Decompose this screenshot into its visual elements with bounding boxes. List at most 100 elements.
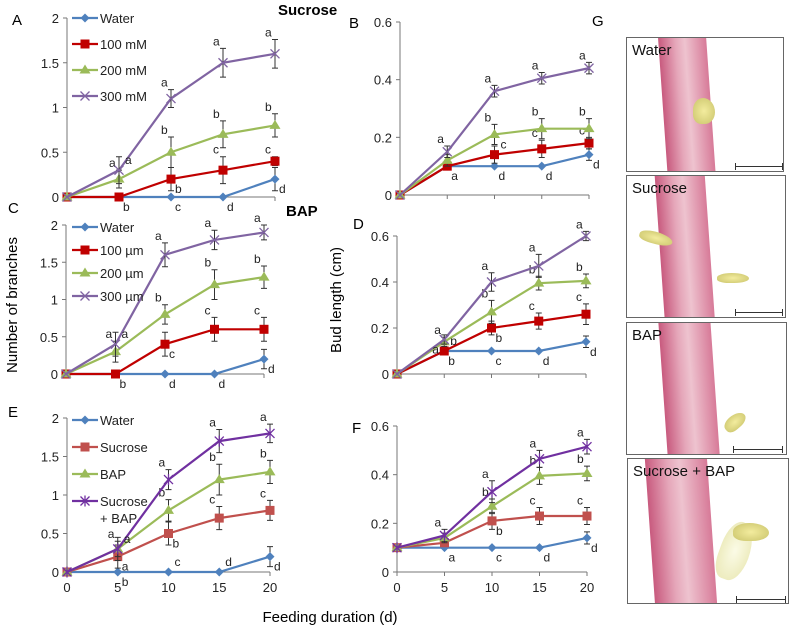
triangle-marker [269, 119, 281, 129]
x-tick-label: 10 [161, 580, 175, 595]
significance-letter: a [482, 259, 489, 273]
x-marker [489, 86, 500, 97]
bud-image [721, 408, 749, 436]
y-tick-label: 0.5 [41, 145, 59, 160]
significance-letter: a [437, 132, 444, 146]
square-marker [487, 516, 497, 526]
significance-letter: c [532, 126, 538, 140]
square-marker [581, 309, 591, 319]
star-marker [62, 566, 72, 578]
x-marker [439, 334, 450, 345]
x-marker [209, 234, 220, 245]
diamond-marker [259, 354, 269, 364]
square-marker [218, 165, 228, 175]
y-tick-label: 1 [52, 488, 59, 503]
x-tick-label: 20 [263, 580, 277, 595]
bud-image [717, 273, 749, 283]
legend-label: BAP [100, 467, 126, 482]
y-tick-label: 0.4 [371, 468, 389, 483]
y-tick-label: 1 [52, 101, 59, 116]
legend-item: 100 µm [72, 243, 144, 258]
legend-item: BAP [72, 467, 126, 482]
significance-letter: b [530, 453, 537, 467]
diamond-marker [487, 346, 496, 356]
star-marker [392, 542, 402, 554]
square-marker [80, 39, 90, 49]
y-tick-label: 1.5 [41, 450, 59, 465]
square-marker [80, 442, 90, 452]
square-marker [535, 511, 544, 521]
y-tick-label: 2 [52, 411, 59, 426]
x-marker [80, 91, 90, 101]
triangle-marker [163, 504, 174, 514]
y-tick-label: 0 [52, 565, 59, 580]
series-300-mm: a a a a [395, 48, 594, 200]
triangle-marker [583, 123, 595, 133]
significance-letter: c [496, 354, 502, 368]
star-marker [534, 453, 545, 465]
scale-bar [735, 309, 783, 316]
legend-label: 100 µm [100, 243, 144, 258]
square-marker [259, 324, 269, 334]
y-tick-label: 0.4 [374, 73, 392, 88]
y-axis-label-branches: Number of branches [4, 237, 21, 373]
significance-letter: b [120, 377, 127, 391]
bud-image [733, 523, 769, 541]
significance-letter: c [209, 493, 215, 507]
significance-letter: d [591, 541, 598, 555]
diamond-marker [80, 222, 90, 232]
significance-letter: c [529, 299, 535, 313]
series-bap: a b b b [61, 446, 276, 576]
star-marker [439, 530, 450, 541]
square-marker [487, 323, 496, 333]
y-tick-label: 0.2 [371, 321, 389, 336]
significance-letter: d [499, 169, 506, 183]
significance-letter: b [209, 450, 216, 464]
legend-item: Sucrose [72, 440, 148, 455]
x-tick-label: 0 [63, 580, 70, 595]
panel-label: F [352, 420, 361, 437]
square-marker [582, 511, 592, 521]
y-tick-label: 0 [382, 565, 389, 580]
panel-label: A [12, 12, 22, 29]
x-tick-label: 0 [393, 580, 400, 595]
x-marker [110, 339, 121, 350]
significance-letter: b [532, 105, 539, 119]
diamond-marker [581, 337, 591, 347]
significance-letter: a [532, 58, 539, 72]
significance-letter: a [254, 211, 261, 225]
y-tick-label: 0.5 [41, 527, 59, 542]
diamond-marker [490, 161, 499, 171]
diamond-marker [535, 543, 544, 553]
significance-letter: d [543, 354, 550, 368]
photo-water: Water [626, 37, 784, 172]
x-marker [218, 57, 228, 68]
x-marker [533, 260, 544, 271]
significance-letter: a [106, 327, 113, 341]
significance-letter: c [265, 143, 271, 157]
panel-label-g: G [592, 13, 604, 30]
series-line [65, 276, 265, 376]
significance-letter: a [449, 551, 456, 565]
significance-letter: b [155, 291, 162, 305]
x-tick-label: 5 [441, 580, 448, 595]
x-marker [486, 277, 497, 287]
diamond-marker [487, 543, 497, 553]
significance-letter: d [546, 169, 553, 183]
triangle-marker [489, 128, 500, 138]
photo-sucrose: Sucrose [626, 175, 786, 318]
significance-letter: a [482, 467, 489, 481]
triangle-marker [534, 470, 545, 480]
scale-bar [736, 596, 786, 603]
triangle-marker [581, 467, 593, 477]
significance-letter: c [213, 143, 219, 157]
significance-letter: a [265, 25, 272, 39]
square-marker [490, 150, 499, 160]
significance-letter: a [205, 216, 212, 230]
diamond-marker [584, 150, 594, 160]
